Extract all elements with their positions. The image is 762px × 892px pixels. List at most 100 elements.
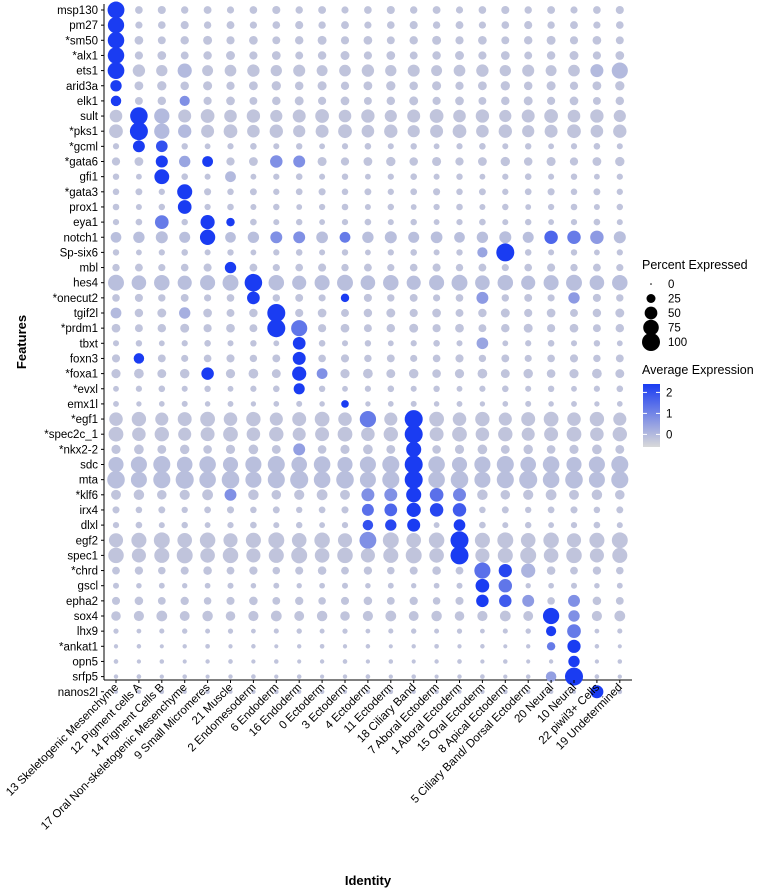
dot: [410, 249, 418, 256]
dot: [545, 65, 557, 77]
dot: [456, 628, 463, 634]
dot: [524, 188, 532, 196]
dot: [566, 533, 582, 548]
dot: [297, 659, 302, 664]
dot: [227, 628, 234, 634]
dot: [225, 444, 236, 454]
dot: [476, 337, 489, 350]
dot: [246, 548, 261, 563]
dot: [523, 368, 533, 379]
dot: [204, 401, 211, 407]
dot: [130, 107, 148, 125]
dot: [431, 610, 442, 622]
dot: [318, 385, 326, 393]
dot: [547, 294, 555, 302]
dot: [457, 644, 462, 649]
dot: [384, 488, 398, 502]
dot: [153, 471, 171, 489]
dot: [455, 36, 464, 45]
dot: [410, 340, 417, 347]
dot: [157, 81, 167, 91]
dot: [613, 124, 627, 138]
dot: [108, 547, 124, 564]
dot: [203, 21, 212, 29]
dot: [479, 506, 486, 514]
dot: [250, 385, 257, 392]
dot: [570, 263, 578, 272]
dot: [154, 108, 170, 124]
dot: [501, 264, 509, 272]
dot: [317, 445, 327, 454]
y-tick-label: irx4: [79, 505, 98, 517]
dot: [547, 263, 556, 272]
dot: [497, 547, 513, 563]
dot: [477, 368, 488, 379]
dot: [340, 611, 350, 621]
dot: [227, 582, 234, 589]
dot: [270, 109, 283, 123]
dot: [246, 109, 261, 123]
dot: [250, 249, 257, 256]
dot: [593, 143, 601, 150]
dot: [592, 293, 601, 302]
dot: [295, 521, 303, 529]
dot: [182, 583, 188, 589]
dot: [434, 643, 439, 649]
dot: [341, 188, 349, 196]
y-tick-label: *onecut2: [53, 293, 98, 305]
dot: [432, 51, 441, 60]
dot: [267, 455, 285, 474]
dot: [590, 64, 604, 78]
dot: [339, 64, 351, 77]
dot: [200, 411, 215, 427]
dot: [523, 444, 533, 455]
dot: [112, 143, 120, 150]
dot: [155, 412, 169, 426]
dot: [181, 249, 188, 256]
dot: [477, 444, 488, 455]
dot: [476, 291, 489, 304]
y-tick-label: *klf6: [76, 490, 98, 502]
dot: [544, 124, 558, 138]
dot: [157, 36, 166, 45]
y-tick-label: sdc: [80, 460, 98, 472]
dot: [452, 503, 467, 517]
dot: [107, 16, 125, 34]
dot: [363, 81, 373, 91]
dot: [616, 188, 623, 195]
dot: [593, 249, 600, 256]
dot: [363, 368, 373, 379]
dot: [135, 173, 142, 180]
dot: [475, 411, 490, 427]
dot: [501, 36, 510, 45]
dot: [272, 96, 281, 106]
dot: [227, 188, 234, 196]
dot: [387, 173, 394, 180]
y-tick-label: foxn3: [70, 353, 98, 365]
dot: [111, 369, 121, 379]
dot: [404, 425, 423, 444]
dot: [388, 628, 394, 634]
dot: [181, 173, 188, 180]
dot: [131, 411, 147, 427]
dot: [388, 674, 393, 679]
dot: [365, 628, 371, 634]
y-tick-label: *gata3: [65, 187, 98, 199]
dot: [410, 188, 418, 196]
dot: [590, 685, 604, 699]
dot: [314, 548, 330, 563]
dot: [503, 644, 508, 649]
dot: [615, 369, 625, 379]
dot: [501, 354, 510, 363]
dot: [451, 274, 468, 291]
dot: [615, 354, 624, 363]
dot: [201, 367, 214, 380]
dot: [428, 471, 445, 488]
dot: [594, 659, 600, 664]
dot: [273, 340, 280, 347]
dot: [567, 624, 581, 638]
dot: [315, 109, 329, 123]
dot: [593, 506, 601, 514]
dot: [136, 674, 142, 679]
dot: [614, 610, 626, 622]
